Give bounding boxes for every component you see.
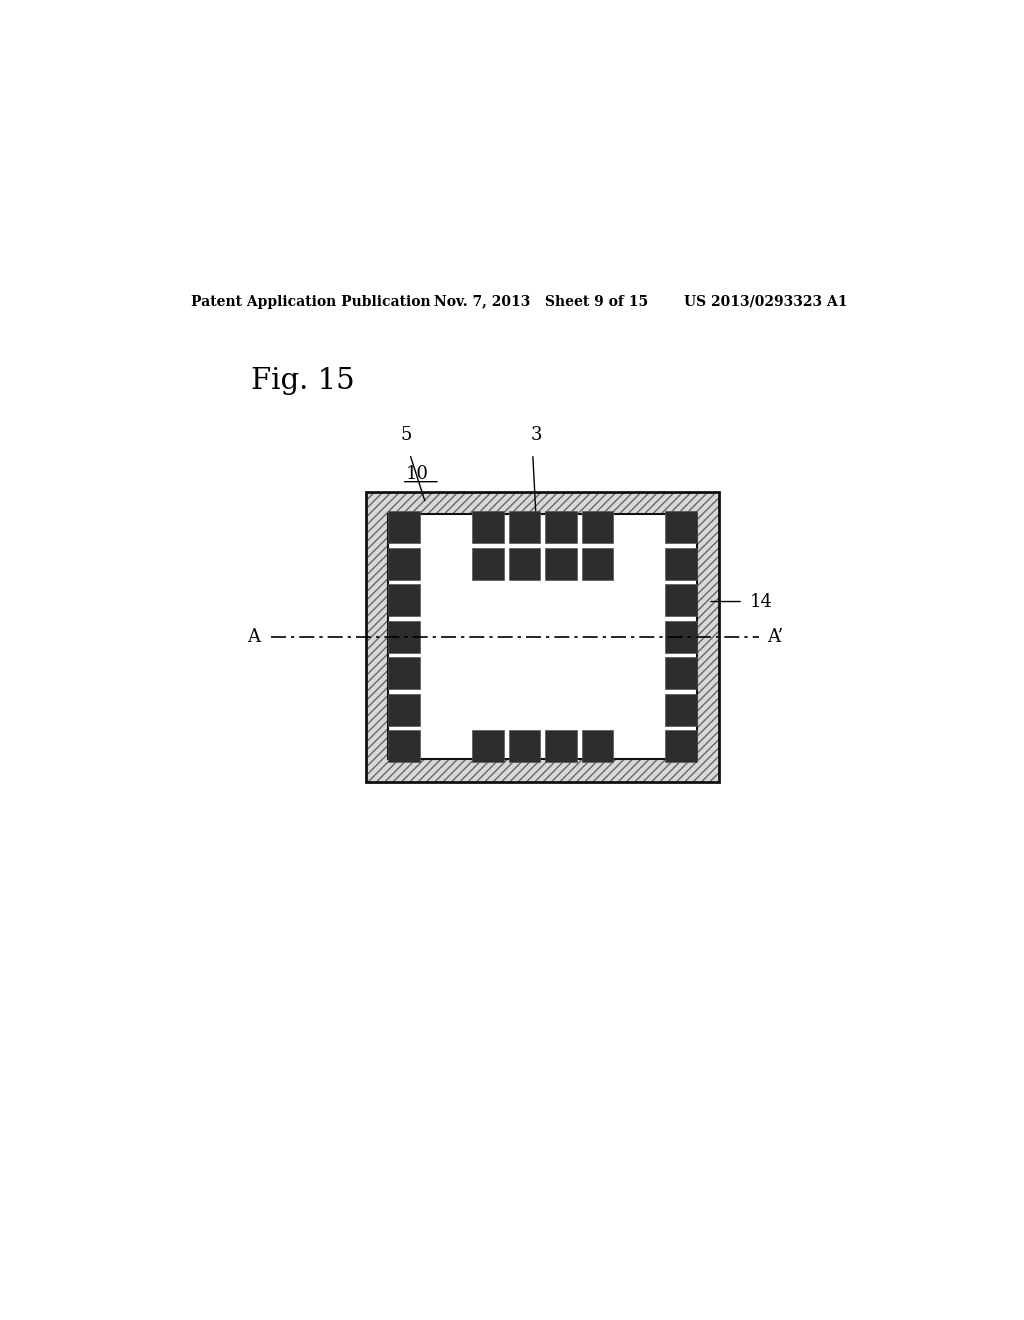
Text: Nov. 7, 2013   Sheet 9 of 15: Nov. 7, 2013 Sheet 9 of 15 — [433, 294, 647, 309]
Bar — [367, 492, 388, 781]
Bar — [367, 759, 719, 781]
Bar — [666, 657, 697, 689]
Bar — [367, 492, 719, 515]
Bar — [697, 492, 719, 781]
Bar — [666, 730, 697, 762]
Bar — [388, 730, 420, 762]
Bar — [509, 730, 541, 762]
Text: 10: 10 — [407, 465, 429, 483]
Bar — [666, 548, 697, 579]
Bar — [582, 548, 613, 579]
Bar — [388, 620, 420, 652]
Bar — [367, 492, 719, 781]
Bar — [666, 511, 697, 544]
Bar — [545, 730, 577, 762]
Bar — [666, 694, 697, 726]
Text: 3: 3 — [531, 425, 543, 444]
Bar — [388, 511, 420, 544]
Bar — [666, 585, 697, 616]
Text: A’: A’ — [767, 628, 783, 645]
Text: 14: 14 — [750, 593, 772, 611]
Text: 5: 5 — [400, 425, 412, 444]
Bar — [582, 511, 613, 544]
Bar — [388, 694, 420, 726]
Bar — [509, 511, 541, 544]
Bar — [388, 548, 420, 579]
Bar — [388, 585, 420, 616]
Bar — [582, 730, 613, 762]
Bar — [472, 730, 504, 762]
Bar — [666, 620, 697, 652]
Text: US 2013/0293323 A1: US 2013/0293323 A1 — [684, 294, 847, 309]
Bar — [388, 515, 697, 759]
Bar — [472, 548, 504, 579]
Text: Patent Application Publication: Patent Application Publication — [191, 294, 431, 309]
Bar — [388, 657, 420, 689]
Text: A: A — [248, 628, 260, 645]
Bar — [472, 511, 504, 544]
Bar — [545, 548, 577, 579]
Bar — [545, 511, 577, 544]
Text: Fig. 15: Fig. 15 — [251, 367, 354, 395]
Bar — [509, 548, 541, 579]
